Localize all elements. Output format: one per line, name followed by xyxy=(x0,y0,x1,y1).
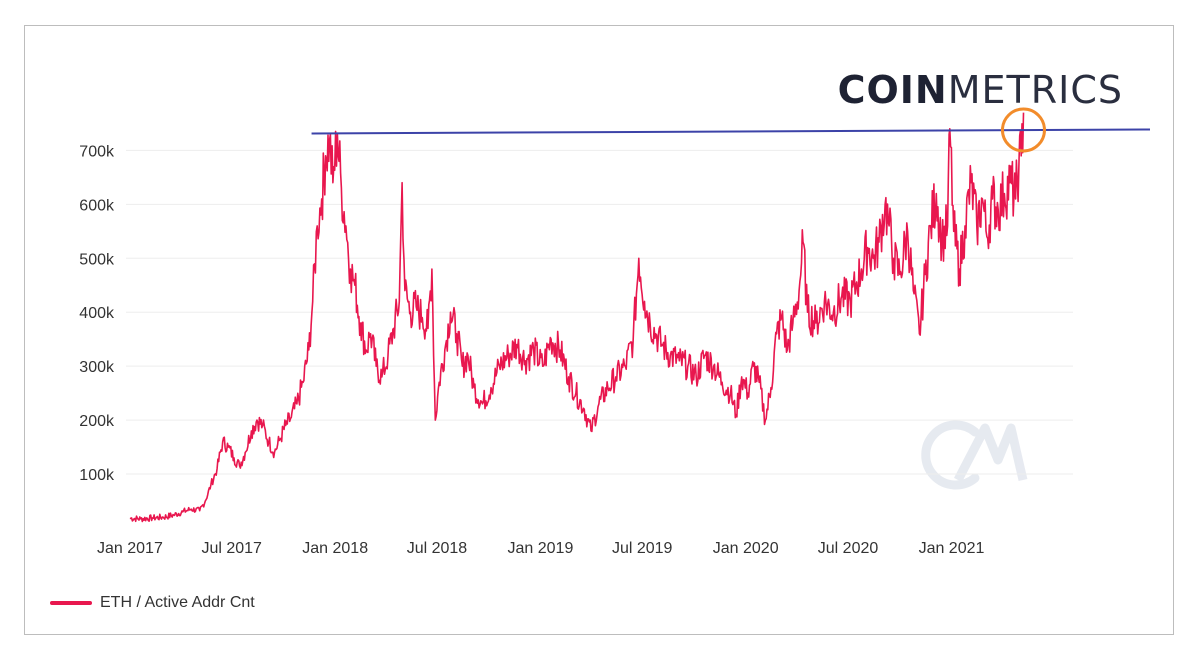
x-tick-label: Jul 2018 xyxy=(407,540,468,557)
series-line xyxy=(129,112,1025,523)
x-axis: Jan 2017 Jul 2017 Jan 2018 Jul 2018 Jan 2019… xyxy=(97,540,984,557)
legend-label: ETH / Active Addr Cnt xyxy=(100,594,255,611)
x-tick-label: Jul 2020 xyxy=(818,540,879,557)
x-tick-label: Jul 2019 xyxy=(612,540,673,557)
series-layer xyxy=(129,112,1025,523)
y-axis: 100k 200k 300k 400k 500k 600k 700k xyxy=(79,143,115,484)
logo-light-text: METRICS xyxy=(947,68,1123,112)
logo-bold-text: COIN xyxy=(837,68,948,112)
y-tick-label: 500k xyxy=(79,251,115,268)
y-tick-label: 700k xyxy=(79,143,115,160)
y-tick-label: 400k xyxy=(79,305,115,322)
coinmetrics-logo: COINMETRICS xyxy=(838,66,1123,114)
x-tick-label: Jan 2018 xyxy=(302,540,368,557)
y-tick-label: 200k xyxy=(79,413,115,430)
cm-watermark-icon xyxy=(921,420,1028,490)
chart-frame: COINMETRICS xyxy=(24,25,1174,635)
legend-swatch xyxy=(50,601,92,605)
y-tick-label: 600k xyxy=(79,197,115,214)
x-tick-label: Jan 2017 xyxy=(97,540,163,557)
highlight-circle xyxy=(1000,107,1046,153)
gridlines xyxy=(126,149,1073,475)
annotation-layer xyxy=(311,107,1151,153)
x-tick-label: Jan 2020 xyxy=(713,540,779,557)
y-tick-label: 300k xyxy=(79,359,115,376)
reference-line xyxy=(311,128,1151,135)
x-tick-label: Jan 2019 xyxy=(508,540,574,557)
y-tick-label: 100k xyxy=(79,467,115,484)
x-tick-label: Jan 2021 xyxy=(919,540,985,557)
x-tick-label: Jul 2017 xyxy=(201,540,262,557)
legend[interactable]: ETH / Active Addr Cnt xyxy=(50,594,255,612)
